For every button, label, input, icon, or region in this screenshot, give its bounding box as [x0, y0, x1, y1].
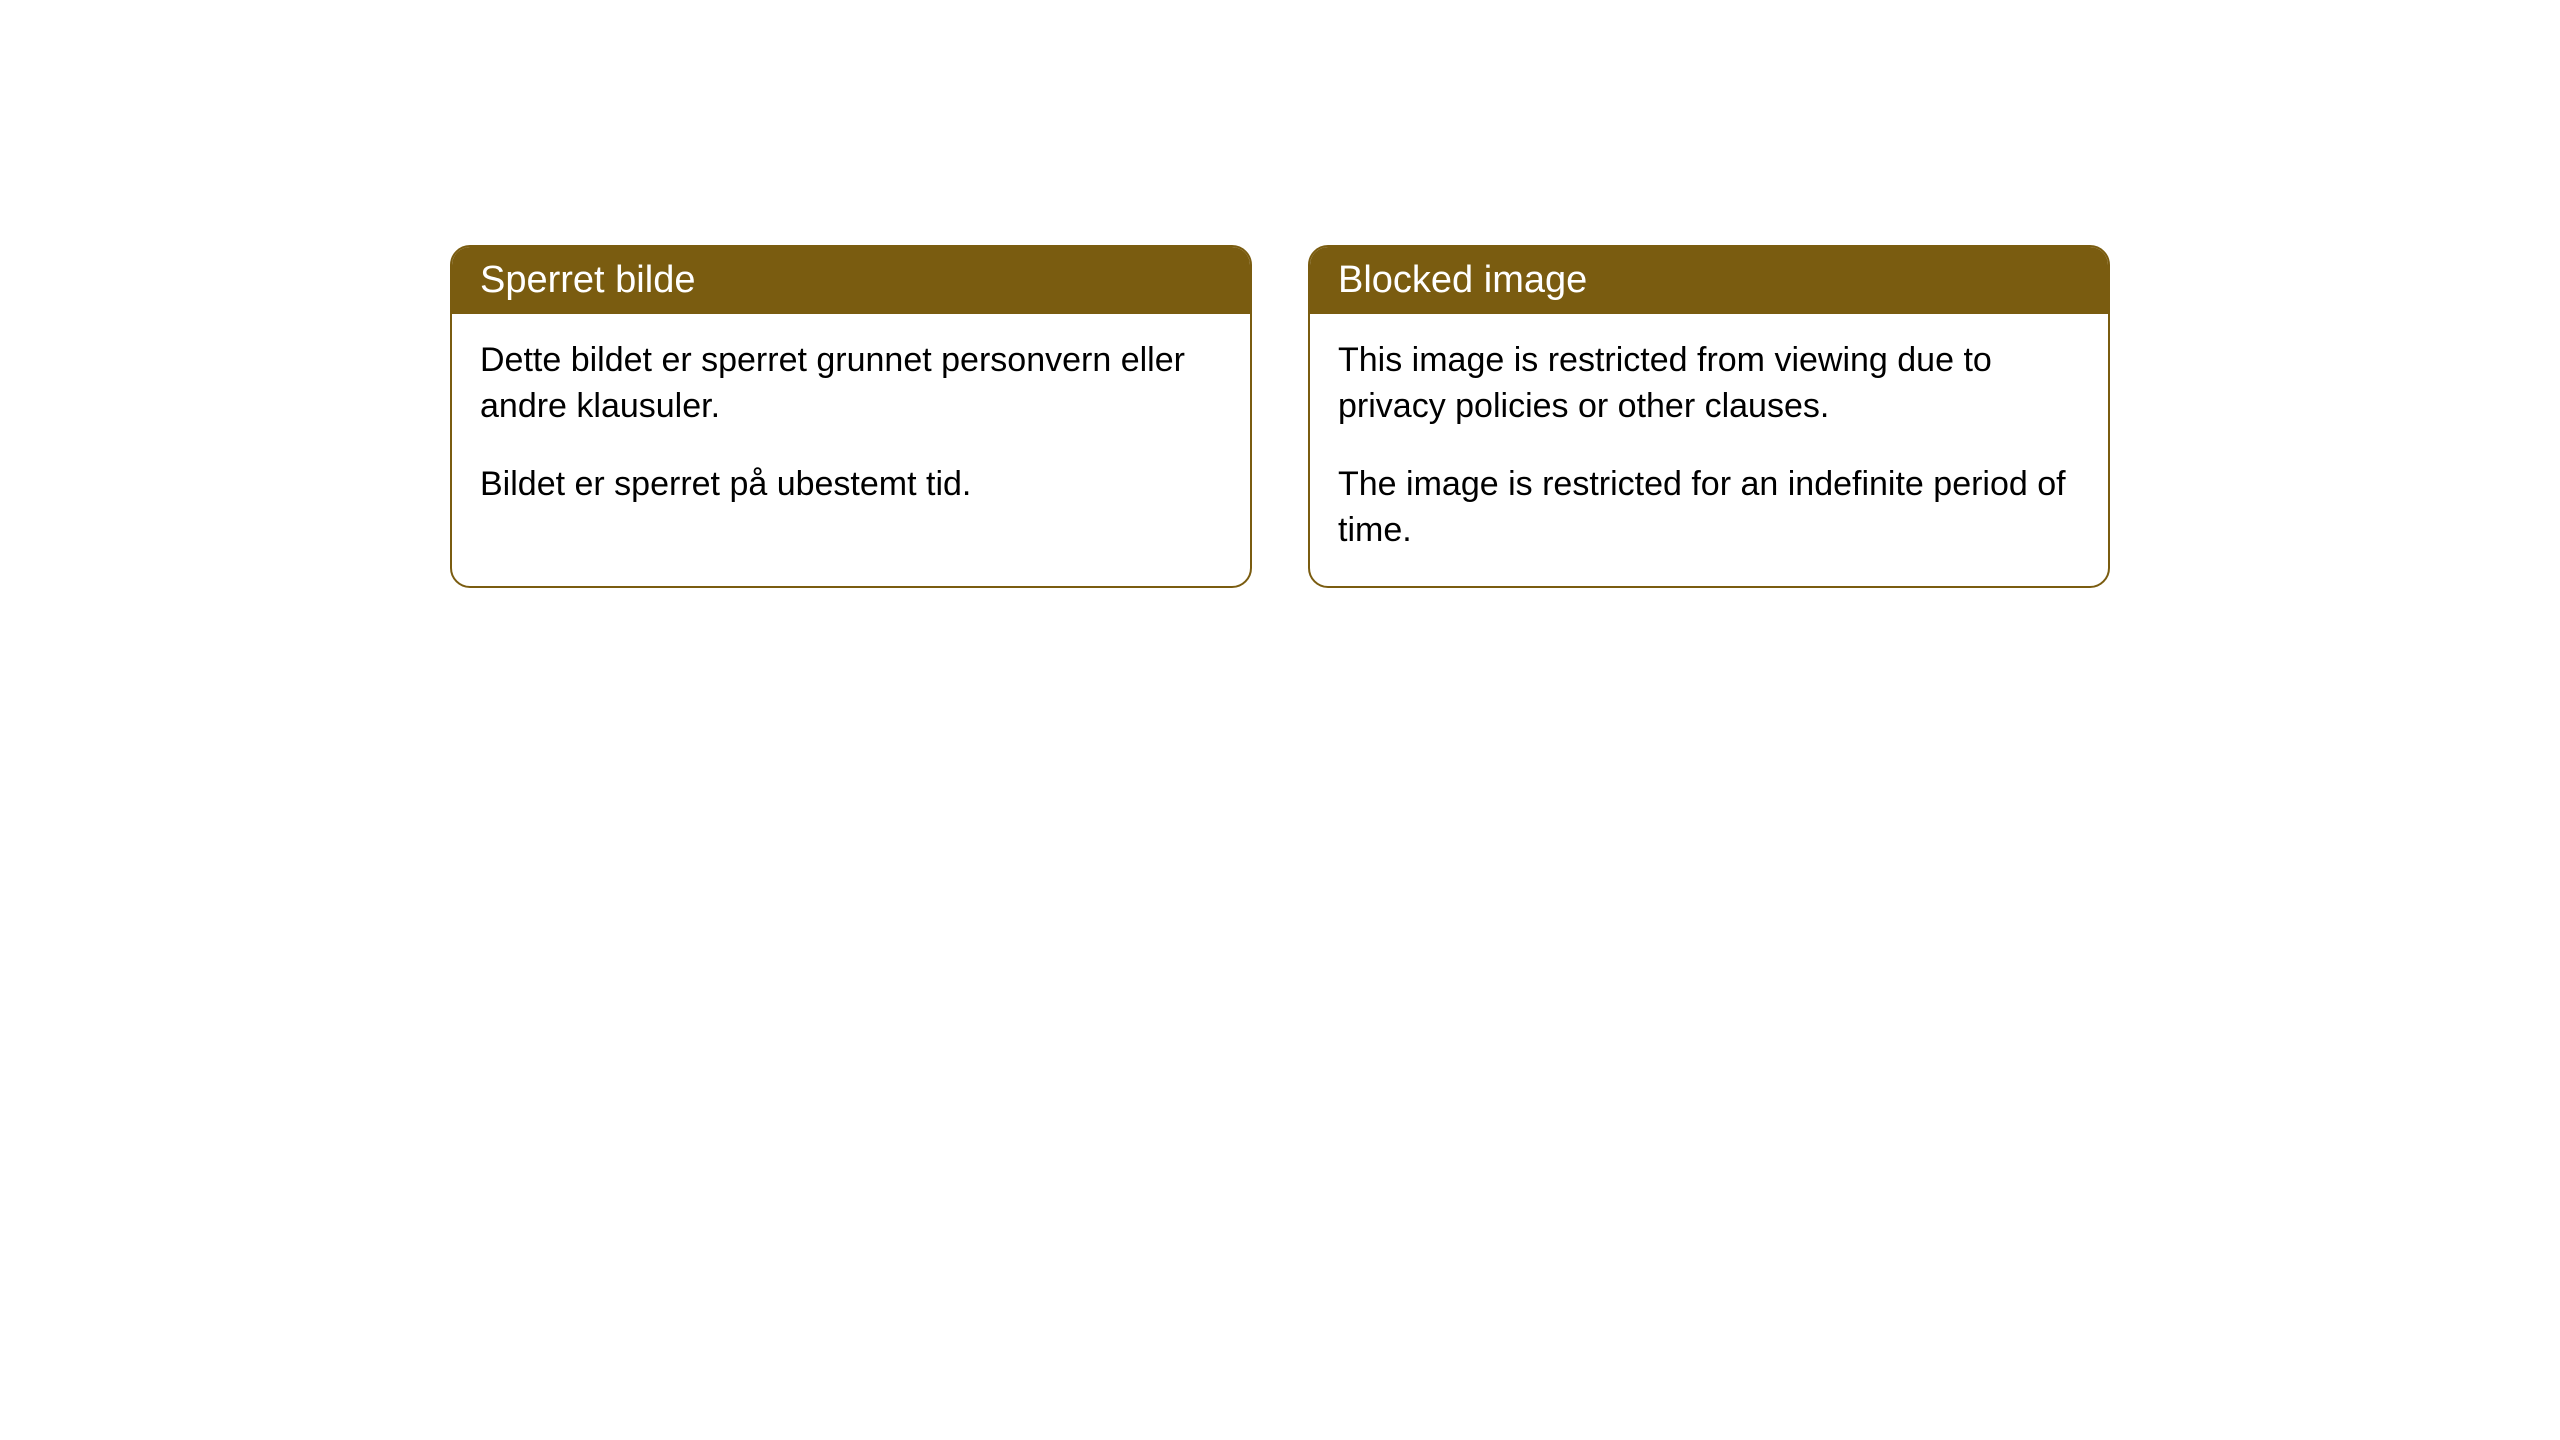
notice-cards-container: Sperret bilde Dette bildet er sperret gr…: [450, 245, 2110, 588]
card-paragraph: Bildet er sperret på ubestemt tid.: [480, 462, 1222, 508]
card-body-english: This image is restricted from viewing du…: [1310, 314, 2108, 586]
notice-card-english: Blocked image This image is restricted f…: [1308, 245, 2110, 588]
card-body-norwegian: Dette bildet er sperret grunnet personve…: [452, 314, 1250, 540]
card-paragraph: This image is restricted from viewing du…: [1338, 338, 2080, 430]
card-paragraph: Dette bildet er sperret grunnet personve…: [480, 338, 1222, 430]
card-header-norwegian: Sperret bilde: [452, 247, 1250, 314]
card-header-title: Sperret bilde: [480, 259, 695, 301]
notice-card-norwegian: Sperret bilde Dette bildet er sperret gr…: [450, 245, 1252, 588]
card-paragraph: The image is restricted for an indefinit…: [1338, 462, 2080, 554]
card-header-english: Blocked image: [1310, 247, 2108, 314]
card-header-title: Blocked image: [1338, 259, 1587, 301]
